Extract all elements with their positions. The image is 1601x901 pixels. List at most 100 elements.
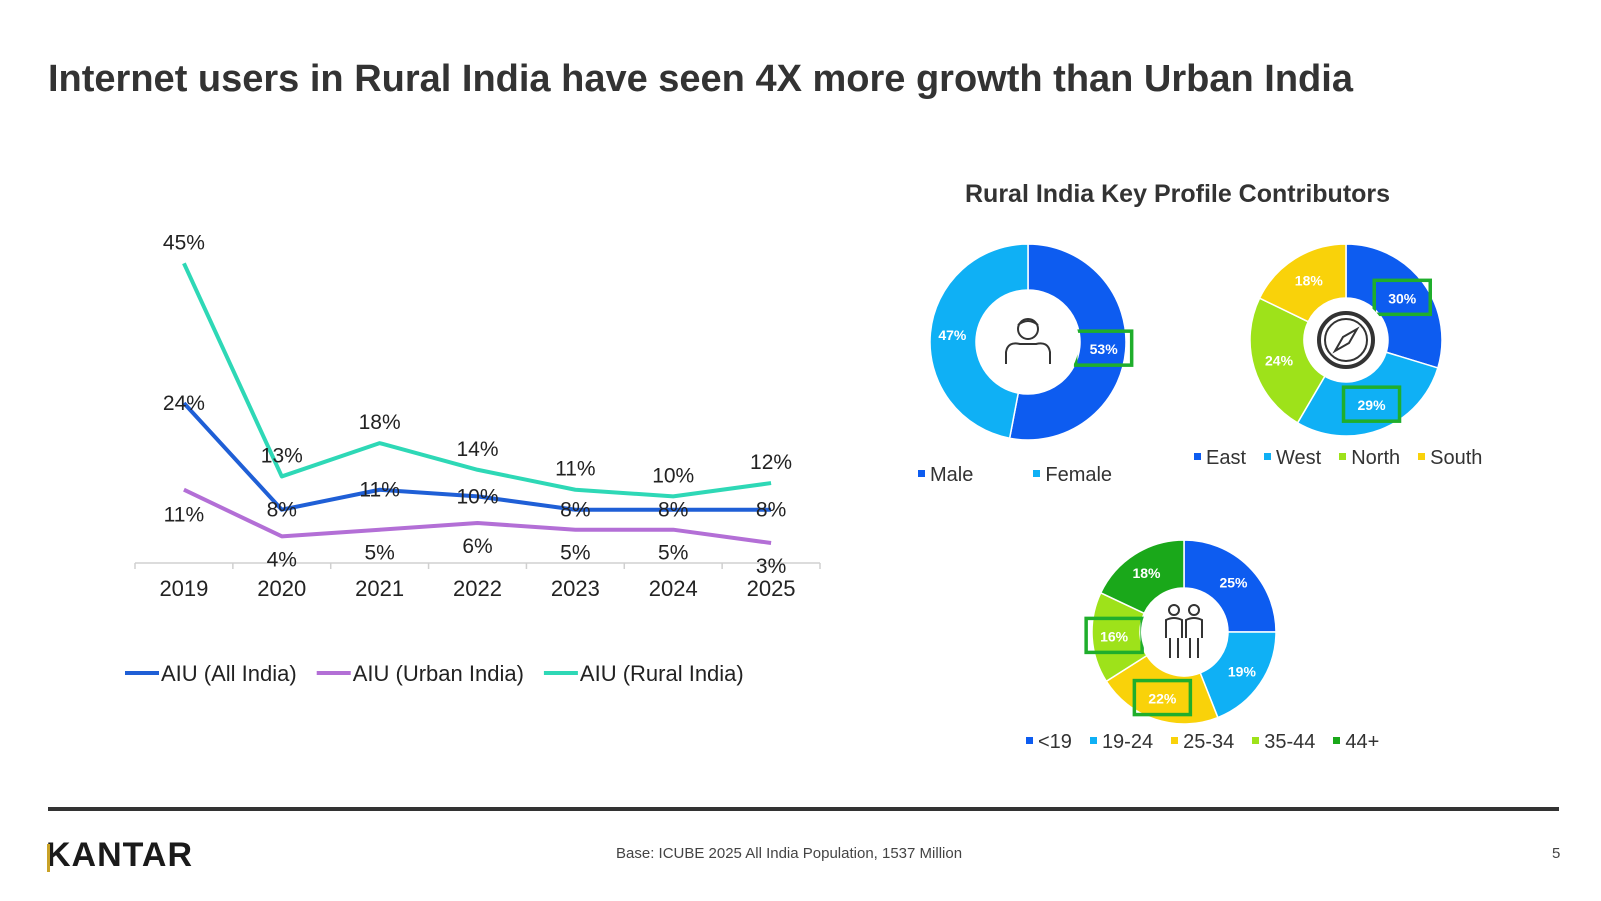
slice-label: 25%	[1219, 575, 1248, 591]
x-tick-label: 2021	[355, 576, 404, 601]
slice-label: 30%	[1388, 290, 1417, 306]
data-label: 8%	[658, 499, 688, 522]
legend-swatch	[1194, 453, 1201, 461]
data-label: 13%	[261, 444, 303, 467]
legend-label: Male	[930, 464, 974, 486]
data-label: 3%	[756, 555, 786, 578]
data-label: 12%	[750, 451, 792, 474]
legend-swatch	[1033, 470, 1041, 478]
age-legend: <19 19-24 25-34 35-44 44+	[1026, 731, 1397, 754]
donut-slice	[1008, 243, 1127, 441]
donut-slice	[1258, 243, 1347, 323]
data-label: 11%	[359, 479, 399, 502]
legend-swatch	[918, 470, 925, 478]
donut-slice	[1296, 351, 1439, 437]
donut-slice	[1345, 243, 1443, 369]
donut-slice	[1249, 297, 1326, 424]
line-chart: 2019 2020 2021 2022 2023 2024 2025 24% 8% 11% 10% 8…	[125, 231, 821, 686]
slice-label: 53%	[1090, 341, 1119, 357]
legend-item: West	[1264, 447, 1321, 470]
legend-item: East	[1194, 447, 1246, 470]
data-label: 8%	[267, 499, 297, 522]
legend-label: AIU (Rural India)	[580, 661, 744, 686]
data-label: 6%	[462, 535, 492, 558]
legend-swatch	[1089, 737, 1097, 745]
donut-hole	[977, 291, 1079, 393]
slice-label: 19%	[1228, 663, 1257, 679]
legend-swatch	[1418, 453, 1426, 461]
slice-label: 29%	[1358, 397, 1387, 413]
legend-label: South	[1430, 447, 1483, 469]
legend-label: West	[1276, 447, 1322, 469]
region-legend: East West North South	[1194, 447, 1500, 470]
data-label: 8%	[756, 499, 786, 522]
legend-item: 19-24	[1089, 731, 1154, 754]
slice-label: 24%	[1265, 352, 1294, 368]
gender-donut-chart: 53% 47%	[929, 243, 1134, 441]
data-label: 10%	[456, 485, 498, 508]
data-label: 45%	[163, 231, 205, 254]
data-label: 18%	[359, 411, 401, 434]
data-label: 11%	[164, 504, 204, 527]
x-tick-label: 2025	[747, 576, 796, 601]
series-line	[183, 487, 772, 546]
series-line	[182, 401, 772, 512]
data-label: 10%	[652, 464, 694, 487]
legend-label: 44+	[1345, 731, 1380, 753]
slice-label: 47%	[938, 327, 967, 343]
highlight-box	[1341, 385, 1402, 423]
data-label: 5%	[560, 542, 590, 565]
slice-label: 18%	[1295, 273, 1324, 289]
data-label: 8%	[560, 499, 590, 522]
legend-swatch	[1026, 737, 1033, 745]
slice-label: 22%	[1148, 691, 1177, 707]
legend-swatch	[1339, 453, 1347, 461]
base-note: Base: ICUBE 2025 All India Population, 1…	[616, 845, 963, 862]
page-number: 5	[1552, 845, 1561, 862]
legend-label: Female	[1045, 464, 1113, 486]
legend-label: AIU (All India)	[161, 661, 297, 686]
series-line	[182, 262, 772, 499]
section-title: Rural India Key Profile Contributors	[965, 180, 1391, 208]
legend-label: 35-44	[1264, 731, 1316, 753]
x-tick-label: 2024	[649, 576, 698, 601]
highlight-box	[1132, 678, 1193, 717]
legend-item: South	[1418, 447, 1482, 470]
footer-divider	[48, 807, 1559, 811]
compass-icon	[1317, 311, 1375, 369]
highlight-box	[1372, 278, 1432, 317]
legend-label: North	[1351, 447, 1401, 469]
x-tick-label: 2022	[453, 576, 502, 601]
legend-item: 35-44	[1252, 731, 1315, 754]
legend-label: 19-24	[1101, 731, 1154, 753]
legend-item: <19	[1026, 731, 1072, 754]
slice-label: 16%	[1100, 628, 1129, 644]
legend-item: North	[1339, 447, 1400, 470]
data-label: 5%	[364, 542, 394, 565]
gender-legend: Male Female	[918, 464, 1130, 487]
age-donut-chart: 25% 19% 22% 16% 18%	[1084, 539, 1277, 725]
x-tick-label: 2019	[159, 576, 208, 601]
data-label: 24%	[163, 392, 205, 415]
legend-swatch	[1264, 453, 1272, 461]
legend-label: East	[1206, 447, 1247, 469]
page-title: Internet users in Rural India have seen …	[48, 58, 1353, 100]
people-icon	[1165, 604, 1203, 658]
donut-slice	[1099, 539, 1185, 615]
legend-label: AIU (Urban India)	[353, 661, 524, 686]
region-donut-chart: 30% 29% 24% 18%	[1249, 243, 1443, 437]
legend-item: Male	[918, 464, 973, 487]
legend-item: 25-34	[1171, 731, 1234, 754]
x-tick-label: 2023	[551, 576, 600, 601]
slice-label: 18%	[1132, 565, 1161, 581]
legend-item: Female	[1033, 464, 1112, 487]
data-label: 11%	[555, 458, 595, 481]
donut-slice	[1183, 539, 1277, 633]
legend-item: 44+	[1333, 731, 1379, 754]
data-label: 5%	[658, 542, 688, 565]
data-label: 14%	[456, 438, 498, 461]
legend-label: 25-34	[1183, 731, 1235, 753]
person-icon	[1005, 318, 1051, 364]
data-label: 4%	[267, 548, 297, 571]
legend-swatch	[1171, 737, 1179, 745]
